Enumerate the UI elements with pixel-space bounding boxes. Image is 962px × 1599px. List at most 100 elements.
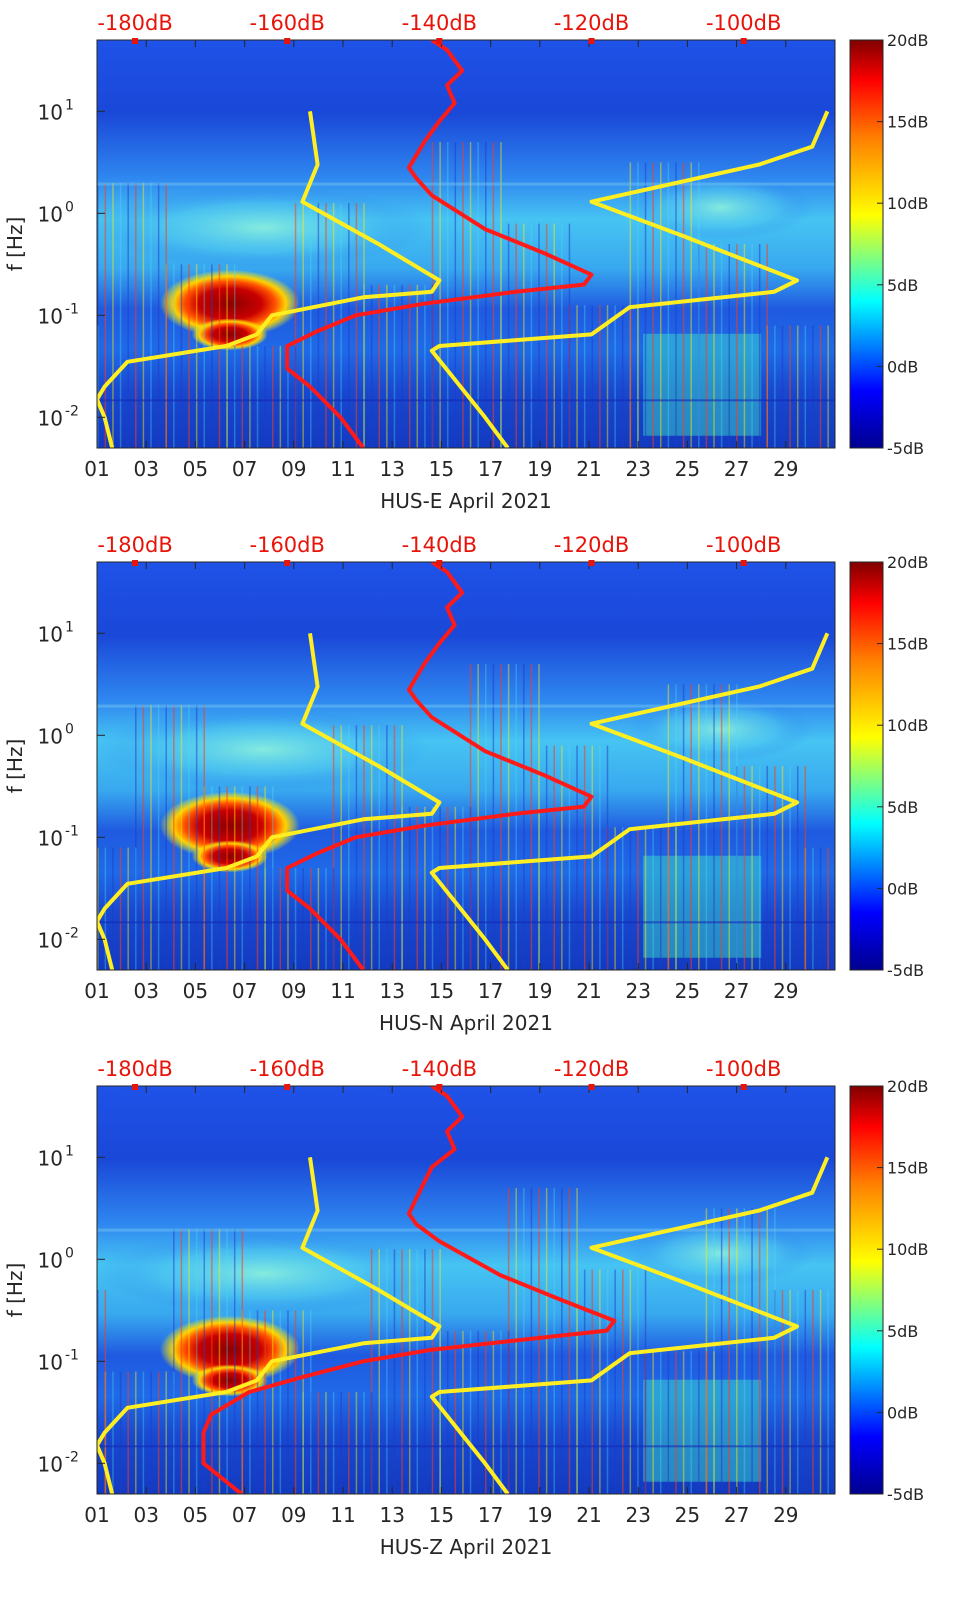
- colorbar-tick-label: 10dB: [887, 194, 929, 213]
- spectrogram-heatmap: [97, 40, 835, 448]
- y-axis-label: f [Hz]: [3, 217, 27, 272]
- x-tick-label: 07: [232, 979, 257, 1003]
- y-tick-label: 10: [38, 1350, 63, 1374]
- x-tick-label: 11: [330, 1503, 355, 1527]
- colorbar-tick-label: 15dB: [887, 1159, 929, 1178]
- noise-model-yellow-line-2: [97, 1157, 442, 1494]
- x-tick-label: 05: [183, 979, 208, 1003]
- panel-3: 01 03 05 07 09 11 13 15 17 19 21 23 25 27 2910-210-110…: [3, 1057, 929, 1559]
- noise-model-yellow-line-2: [97, 111, 442, 448]
- x-tick-label: 07: [232, 457, 257, 481]
- y-tick-label: 10: [38, 1452, 63, 1476]
- top-db-tick-label: -160dB: [250, 1057, 325, 1081]
- y-tick-label: 10: [38, 622, 63, 646]
- colorbar-tick-label: 20dB: [887, 553, 929, 572]
- x-tick-label: 11: [330, 979, 355, 1003]
- x-tick-label: 21: [576, 1503, 601, 1527]
- x-tick-label: 15: [429, 979, 454, 1003]
- top-db-tick-label: -140dB: [402, 11, 477, 35]
- psd-red-line-1: [285, 562, 594, 970]
- x-tick-label: 17: [478, 457, 503, 481]
- colorbar-tick-label: 10dB: [887, 1240, 929, 1259]
- colorbar-tick-label: -5dB: [887, 439, 924, 458]
- y-tick-label: 10: [38, 826, 63, 850]
- x-tick-label: 29: [773, 979, 798, 1003]
- top-db-tick-label: -160dB: [250, 11, 325, 35]
- x-tick-label: 05: [183, 457, 208, 481]
- colorbar: [849, 1085, 884, 1495]
- x-tick-label: 01: [84, 1503, 109, 1527]
- colorbar-tick-label: 5dB: [887, 276, 918, 295]
- x-tick-label: 19: [527, 1503, 552, 1527]
- x-tick-label: 27: [724, 1503, 749, 1527]
- spectrogram-heatmap: [97, 1086, 835, 1494]
- x-tick-label: 19: [527, 457, 552, 481]
- x-tick-label: 17: [478, 1503, 503, 1527]
- colorbar: [849, 39, 884, 449]
- x-tick-label: 01: [84, 979, 109, 1003]
- y-tick-exponent: 0: [65, 1245, 74, 1261]
- noise-model-yellow-line-2: [97, 633, 442, 970]
- x-tick-label: 19: [527, 979, 552, 1003]
- colorbar-tick-label: 0dB: [887, 1403, 918, 1422]
- x-tick-label: 13: [379, 979, 404, 1003]
- y-tick-label: 10: [38, 724, 63, 748]
- noise-model-yellow-line-3: [429, 1156, 830, 1494]
- x-tick-label: 09: [281, 457, 306, 481]
- x-tick-label: 23: [625, 979, 650, 1003]
- x-axis-label: HUS-E April 2021: [380, 489, 552, 513]
- x-tick-label: 15: [429, 1503, 454, 1527]
- noise-model-yellow-line-3: [429, 632, 830, 970]
- plot-frame: [96, 39, 836, 449]
- x-tick-label: 17: [478, 979, 503, 1003]
- y-tick-label: 10: [38, 304, 63, 328]
- y-tick-exponent: 1: [65, 97, 74, 113]
- x-tick-label: 13: [379, 457, 404, 481]
- x-tick-label: 05: [183, 1503, 208, 1527]
- colorbar-tick-label: 15dB: [887, 635, 929, 654]
- top-db-tick-label: -120dB: [554, 11, 629, 35]
- x-tick-label: 21: [576, 979, 601, 1003]
- top-db-tick-label: -140dB: [402, 533, 477, 557]
- x-tick-label: 07: [232, 1503, 257, 1527]
- panel-1: 01 03 05 07 09 11 13 15 17 19 21 23 25 27 2910-210-110…: [3, 11, 929, 513]
- colorbar: [849, 561, 884, 971]
- y-tick-exponent: -2: [65, 1449, 79, 1465]
- top-db-tick-label: -140dB: [402, 1057, 477, 1081]
- top-db-tick-label: -180dB: [97, 1057, 172, 1081]
- x-tick-label: 11: [330, 457, 355, 481]
- colorbar-tick-label: 0dB: [887, 357, 918, 376]
- y-tick-label: 10: [38, 1248, 63, 1272]
- y-tick-exponent: -1: [65, 301, 79, 317]
- x-tick-label: 01: [84, 457, 109, 481]
- y-tick-label: 10: [38, 100, 63, 124]
- x-tick-label: 23: [625, 457, 650, 481]
- colorbar-tick-label: 5dB: [887, 798, 918, 817]
- y-tick-exponent: -1: [65, 1347, 79, 1363]
- x-axis-label: HUS-Z April 2021: [380, 1535, 553, 1559]
- psd-red-line-1: [285, 40, 594, 448]
- plot-frame: [96, 1085, 836, 1495]
- colorbar-tick-label: 0dB: [887, 879, 918, 898]
- x-tick-label: 15: [429, 457, 454, 481]
- psd-red-line-1: [201, 1086, 617, 1494]
- x-tick-label: 09: [281, 1503, 306, 1527]
- x-tick-label: 13: [379, 1503, 404, 1527]
- top-db-tick-label: -180dB: [97, 533, 172, 557]
- y-axis-label: f [Hz]: [3, 739, 27, 794]
- x-tick-label: 29: [773, 1503, 798, 1527]
- y-tick-label: 10: [38, 202, 63, 226]
- x-tick-label: 27: [724, 979, 749, 1003]
- noise-model-yellow-line-3: [429, 110, 830, 448]
- y-tick-label: 10: [38, 406, 63, 430]
- y-tick-exponent: -2: [65, 403, 79, 419]
- y-tick-label: 10: [38, 928, 63, 952]
- top-db-tick-label: -100dB: [706, 11, 781, 35]
- x-tick-label: 25: [675, 1503, 700, 1527]
- x-tick-label: 03: [133, 457, 158, 481]
- colorbar-tick-label: -5dB: [887, 1485, 924, 1504]
- top-db-tick-label: -180dB: [97, 11, 172, 35]
- x-axis-label: HUS-N April 2021: [379, 1011, 553, 1035]
- colorbar-tick-label: 15dB: [887, 113, 929, 132]
